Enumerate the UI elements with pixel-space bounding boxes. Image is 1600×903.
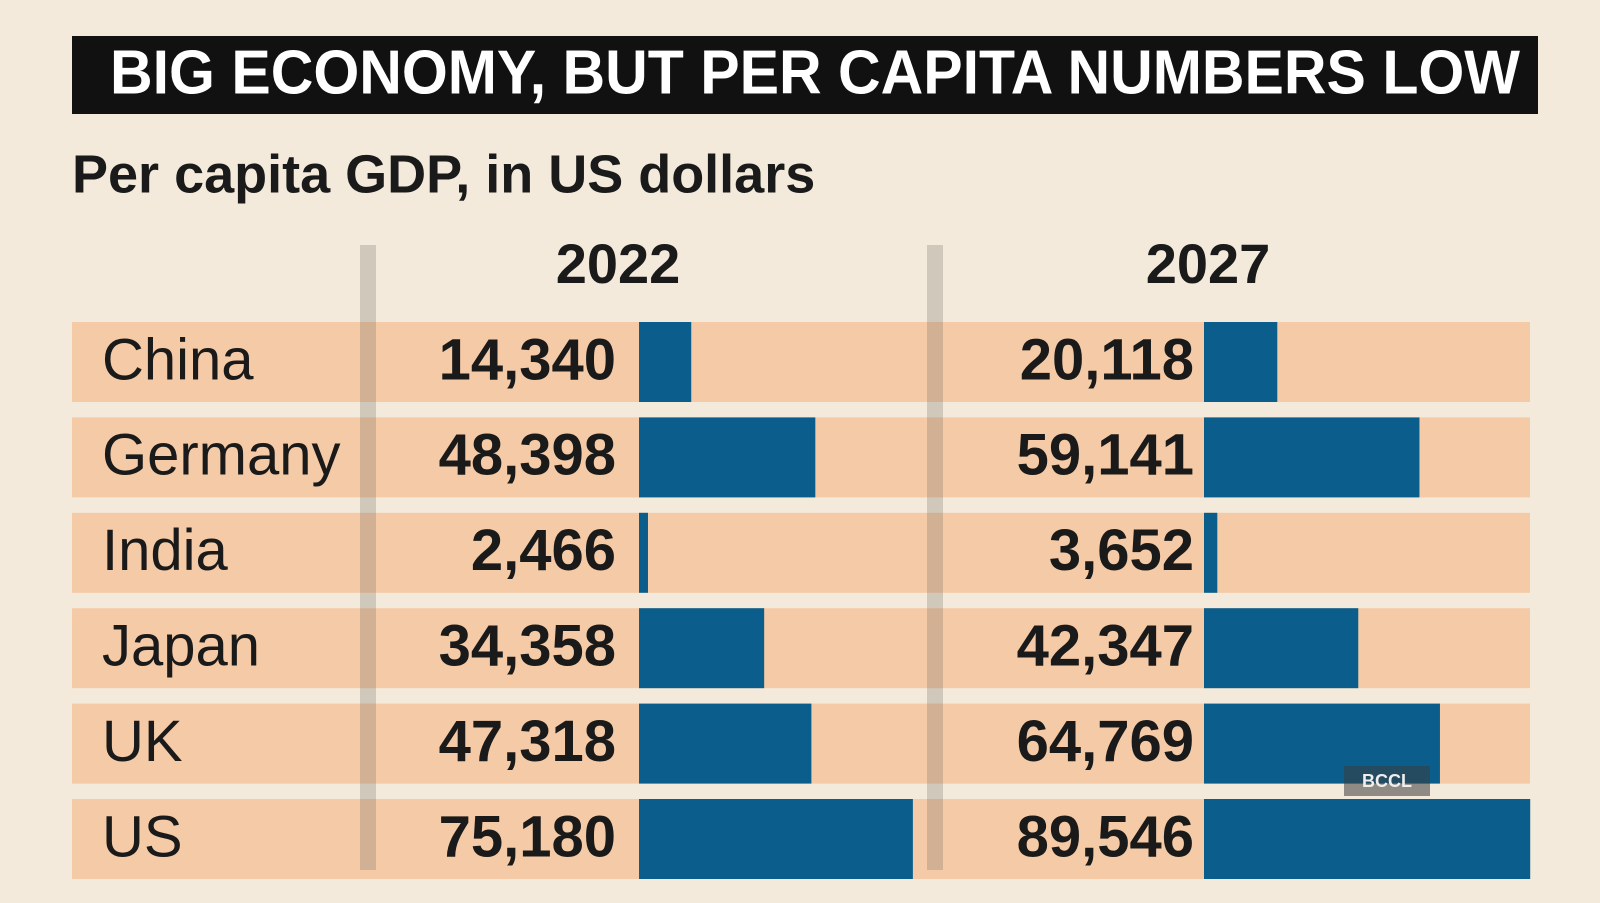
bar: [639, 512, 648, 593]
value-label: 34,358: [439, 614, 616, 679]
value-label: 75,180: [439, 804, 616, 869]
category-label: China: [102, 327, 254, 392]
series-header: 2022: [556, 232, 681, 295]
bar: [639, 799, 913, 879]
panel-divider: [360, 245, 376, 870]
bar: [1204, 417, 1420, 498]
value-label: 20,118: [1020, 327, 1194, 392]
category-label: Japan: [102, 614, 260, 679]
bar: [639, 322, 692, 402]
row-band: [72, 512, 1530, 593]
bar: [1204, 799, 1531, 879]
value-label: 14,340: [439, 327, 616, 392]
title-bar: [72, 36, 1538, 114]
series-header: 2027: [1146, 232, 1271, 295]
value-label: 42,347: [1017, 614, 1194, 679]
credit-bg: [1344, 766, 1430, 796]
bar: [1204, 608, 1359, 689]
credit: BCCL: [1362, 771, 1412, 791]
value-label: 2,466: [471, 518, 616, 583]
chart-subtitle: Per capita GDP, in US dollars: [72, 144, 815, 204]
chart-title: BIG ECONOMY, BUT PER CAPITA NUMBERS LOW: [110, 38, 1520, 107]
value-label: 48,398: [439, 423, 616, 488]
value-label: 64,769: [1017, 709, 1194, 774]
value-label: 3,652: [1049, 518, 1194, 583]
value-label: 47,318: [439, 709, 616, 774]
bar: [1204, 512, 1218, 593]
value-label: 59,141: [1017, 423, 1194, 488]
bar: [639, 703, 812, 784]
row-band: [72, 322, 1530, 402]
bar: [639, 608, 765, 689]
category-label: Germany: [102, 423, 341, 488]
category-label: UK: [102, 709, 183, 774]
category-label: India: [102, 518, 229, 583]
bar: [639, 417, 816, 498]
category-label: US: [102, 804, 183, 869]
bar: [1204, 322, 1278, 402]
panel-divider: [927, 245, 943, 870]
value-label: 89,546: [1017, 804, 1194, 869]
